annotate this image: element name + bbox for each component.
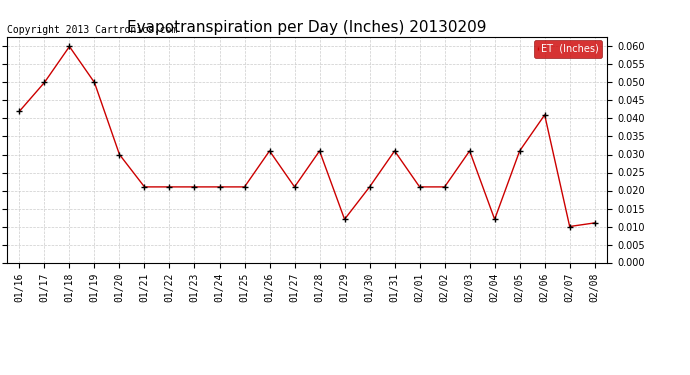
Text: Copyright 2013 Cartronics.com: Copyright 2013 Cartronics.com — [7, 25, 177, 35]
Title: Evapotranspiration per Day (Inches) 20130209: Evapotranspiration per Day (Inches) 2013… — [127, 20, 487, 35]
Legend: ET  (Inches): ET (Inches) — [534, 40, 602, 58]
